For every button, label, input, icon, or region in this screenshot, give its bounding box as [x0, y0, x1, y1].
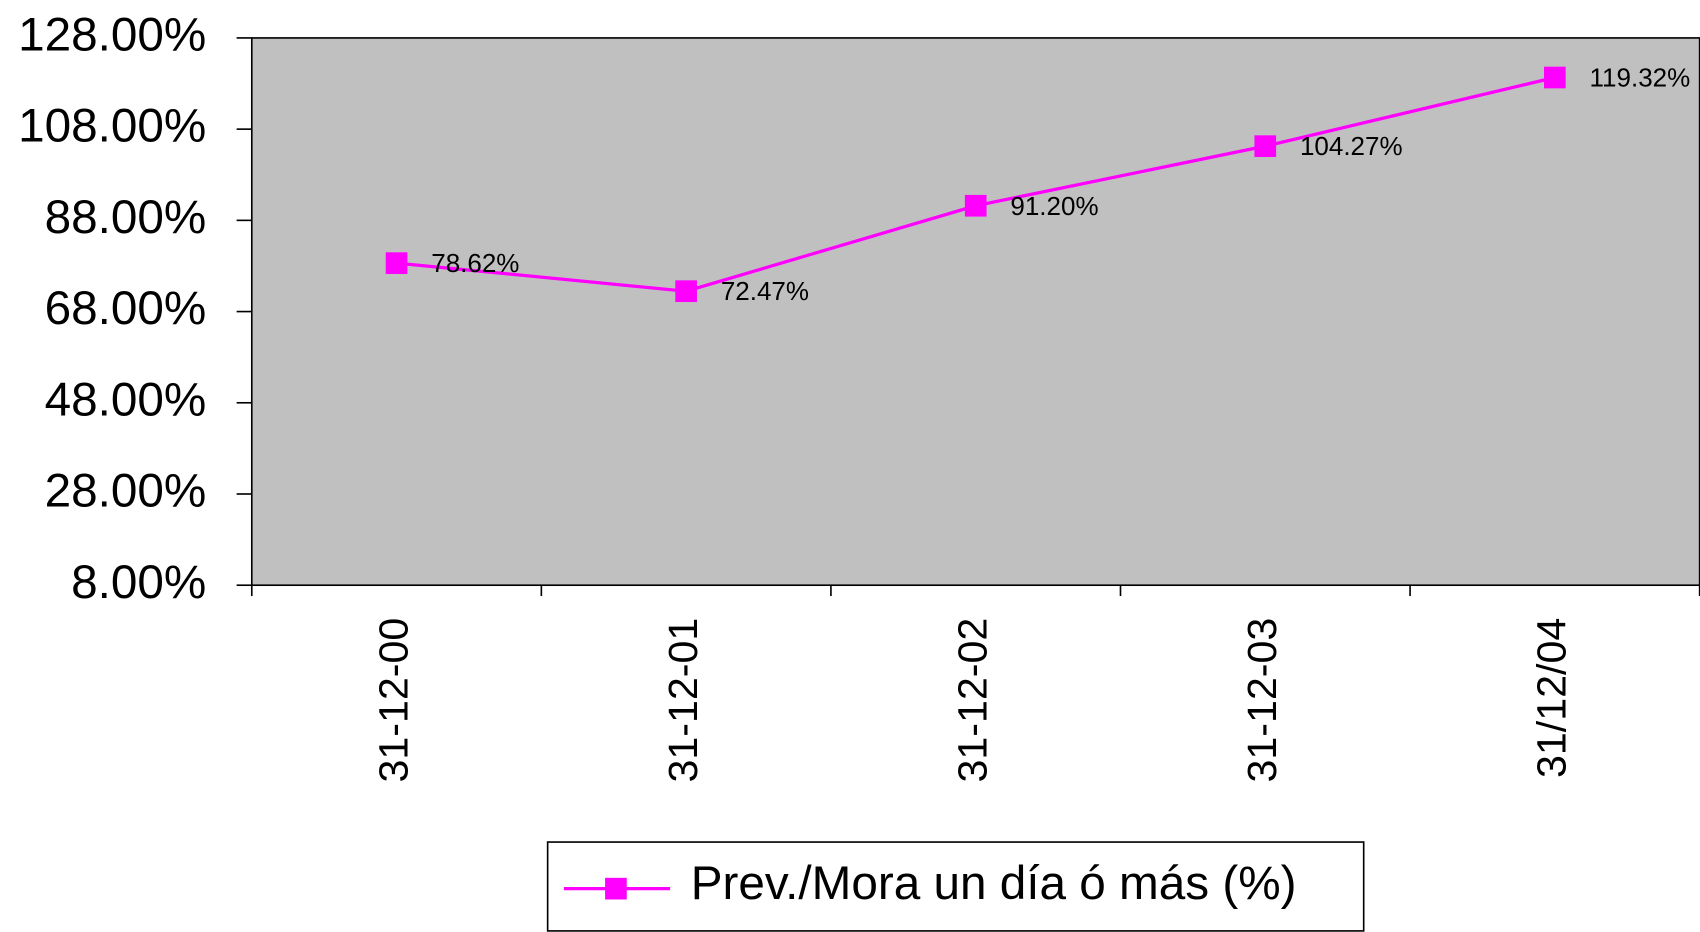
x-tick-label: 31-12-03	[1239, 618, 1285, 783]
legend-label: Prev./Mora un día ó más (%)	[691, 857, 1297, 910]
data-label: 72.47%	[721, 276, 809, 306]
y-tick-label: 88.00%	[45, 191, 207, 244]
data-label: 91.20%	[1010, 191, 1098, 221]
x-tick-label: 31/12/04	[1529, 618, 1575, 778]
marker	[1544, 66, 1566, 89]
marker	[675, 280, 697, 303]
y-tick-label: 8.00%	[71, 556, 206, 609]
data-label: 104.27%	[1300, 131, 1403, 161]
plot-layer: 8.00% 28.00% 48.00% 68.00% 88.00% 108.00% 128.…	[18, 9, 1700, 783]
x-tick-label: 31-12-02	[950, 618, 996, 783]
marker	[964, 194, 987, 217]
y-tick-label: 28.00%	[45, 465, 207, 518]
legend-marker	[605, 877, 627, 900]
y-tick-label: 48.00%	[45, 373, 207, 426]
y-tick-label: 68.00%	[45, 282, 207, 335]
x-tick-label: 31-12-00	[370, 618, 416, 783]
plot-area	[250, 37, 1700, 587]
data-label: 78.62%	[431, 248, 519, 278]
y-tick-label: 108.00%	[18, 100, 206, 153]
marker	[385, 252, 408, 274]
y-tick-label: 128.00%	[18, 9, 206, 62]
legend-box	[546, 841, 1365, 932]
marker	[1254, 135, 1277, 157]
x-tick-label: 31-12-01	[660, 618, 706, 783]
data-label: 119.32%	[1590, 63, 1691, 93]
